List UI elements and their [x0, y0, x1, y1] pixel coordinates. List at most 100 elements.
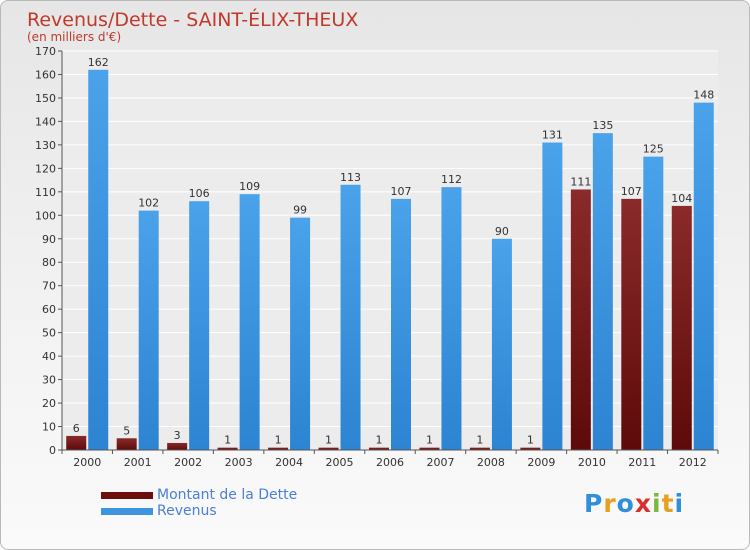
data-label-revenus: 125: [643, 143, 664, 156]
data-label-dette: 6: [73, 422, 80, 435]
y-tick-label: 70: [42, 280, 56, 293]
data-label-revenus: 106: [189, 187, 210, 200]
chart-subtitle: (en milliers d'€): [27, 30, 121, 44]
data-label-dette: 1: [426, 434, 433, 447]
data-label-dette: 1: [224, 434, 231, 447]
data-label-revenus: 90: [495, 225, 509, 238]
data-label-dette: 3: [174, 429, 181, 442]
y-tick-label: 40: [42, 350, 56, 363]
y-tick-label: 80: [42, 256, 56, 269]
x-tick-label: 2006: [376, 456, 404, 469]
logo-letter: P: [584, 489, 604, 518]
logo-letter: o: [616, 489, 635, 518]
bar-dette: [217, 447, 238, 450]
y-tick-label: 130: [35, 139, 56, 152]
y-tick-label: 160: [35, 68, 56, 81]
y-tick-label: 10: [42, 421, 56, 434]
x-tick-label: 2012: [679, 456, 707, 469]
data-label-dette: 107: [621, 185, 642, 198]
bar-dette: [369, 447, 389, 450]
x-tick-label: 2002: [174, 456, 202, 469]
y-tick-label: 60: [42, 303, 56, 316]
bar-revenus: [592, 133, 613, 450]
data-label-revenus: 148: [693, 89, 714, 102]
data-label-dette: 1: [275, 434, 282, 447]
bar-revenus: [693, 102, 714, 451]
logo-letter: r: [603, 489, 617, 518]
logo-letter: x: [634, 489, 652, 518]
legend-label-revenus: Revenus: [157, 503, 217, 519]
bar-dette: [268, 447, 289, 450]
bar-revenus: [189, 201, 210, 450]
x-tick-label: 2004: [275, 456, 303, 469]
data-label-dette: 1: [376, 434, 383, 447]
logo-letter: i: [674, 489, 685, 518]
logo-letter: i: [652, 489, 662, 518]
bar-revenus: [542, 142, 563, 451]
data-label-revenus: 135: [592, 119, 613, 132]
x-tick-label: 2007: [426, 456, 454, 469]
data-label-dette: 104: [671, 192, 692, 205]
y-axis: 0 10 20 30 40 50 60 70 80 90 100 110 120 130 140 150 160…: [35, 45, 63, 457]
data-label-revenus: 109: [239, 180, 260, 193]
legend-swatch-dette: [101, 491, 153, 499]
y-tick-label: 20: [42, 397, 56, 410]
y-tick-label: 110: [35, 186, 56, 199]
y-tick-label: 170: [35, 45, 56, 58]
y-tick-label: 50: [42, 327, 56, 340]
data-label-dette: 1: [476, 434, 483, 447]
data-label-revenus: 99: [293, 204, 307, 217]
data-label-dette: 111: [570, 175, 591, 188]
bar-dette: [66, 435, 87, 450]
bar-dette: [621, 198, 642, 450]
bar-dette: [570, 189, 591, 450]
x-tick-label: 2010: [578, 456, 606, 469]
legend-item-revenus: Revenus: [101, 503, 297, 519]
legend: Montant de la Dette Revenus: [101, 487, 297, 519]
bar-revenus: [138, 210, 159, 450]
bar-dette: [419, 447, 440, 450]
data-label-revenus: 113: [340, 171, 361, 184]
y-tick-label: 0: [49, 444, 56, 457]
data-label-revenus: 107: [391, 185, 412, 198]
bar-dette: [116, 438, 137, 450]
data-label-revenus: 102: [138, 197, 159, 210]
legend-item-dette: Montant de la Dette: [101, 487, 297, 503]
x-tick-label: 2001: [124, 456, 152, 469]
y-tick-label: 30: [42, 374, 56, 387]
bar-dette: [671, 205, 692, 450]
bars: 6162510231061109199111311071112190113111…: [66, 56, 714, 451]
x-tick-label: 2003: [225, 456, 253, 469]
bar-revenus: [340, 184, 361, 450]
bar-dette: [520, 447, 541, 450]
bar-revenus: [643, 156, 664, 450]
y-tick-label: 140: [35, 115, 56, 128]
bar-revenus: [290, 217, 311, 450]
data-label-dette: 1: [325, 434, 332, 447]
y-tick-label: 120: [35, 162, 56, 175]
legend-swatch-revenus: [101, 507, 153, 515]
x-tick-label: 2009: [527, 456, 555, 469]
x-tick-label: 2011: [628, 456, 656, 469]
logo-letter: t: [661, 489, 675, 518]
bar-revenus: [88, 69, 109, 450]
bar-revenus: [391, 198, 411, 450]
x-tick-label: 2005: [326, 456, 354, 469]
bar-revenus: [441, 187, 462, 451]
legend-label-dette: Montant de la Dette: [157, 487, 298, 503]
bar-dette: [318, 447, 339, 450]
chart-title: Revenus/Dette - SAINT-ÉLIX-THEUX: [27, 8, 358, 31]
data-label-dette: 5: [123, 424, 130, 437]
data-label-revenus: 131: [542, 129, 563, 142]
y-tick-label: 100: [35, 209, 56, 222]
proxiti-logo: Proxiti: [584, 489, 684, 518]
y-tick-label: 90: [42, 233, 56, 246]
bar-revenus: [491, 238, 512, 450]
plot-area: [62, 51, 718, 450]
bar-dette: [167, 442, 188, 450]
bar-dette: [469, 447, 490, 450]
bar-revenus: [239, 194, 260, 450]
grid-lines: [62, 50, 718, 451]
